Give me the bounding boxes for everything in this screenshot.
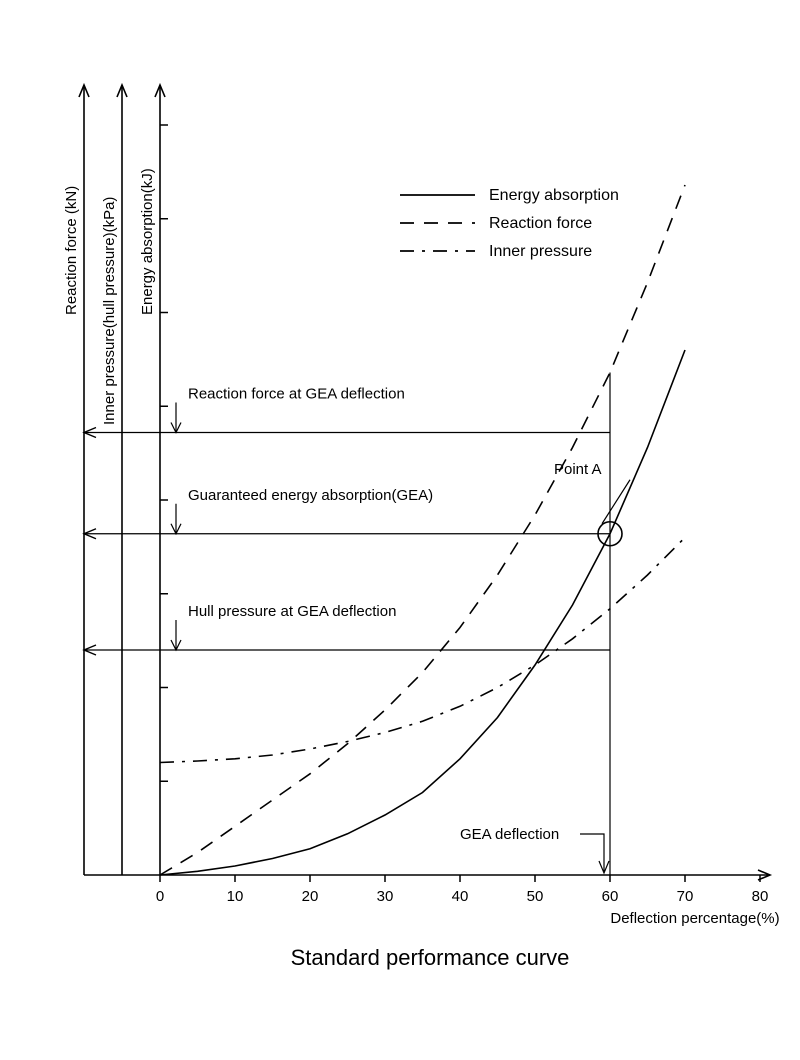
y-axis-label: Energy absorption(kJ) (139, 168, 156, 315)
series-reaction_force (160, 185, 685, 875)
x-tick-label: 10 (227, 888, 244, 905)
annotation-label: Reaction force at GEA deflection (188, 386, 405, 403)
legend-label: Energy absorption (489, 187, 619, 204)
y-axis-label: Reaction force (kN) (63, 186, 80, 315)
performance-chart: Reaction force (kN) Inner pressure(hull p… (0, 0, 800, 1060)
x-tick-label: 20 (302, 888, 319, 905)
legend-label: Reaction force (489, 215, 592, 232)
x-tick-label: 50 (527, 888, 544, 905)
x-tick-label: 40 (452, 888, 469, 905)
x-tick-label: 30 (377, 888, 394, 905)
x-tick-label: 80 (752, 888, 769, 905)
x-tick-label: 60 (602, 888, 619, 905)
annotation-label: Hull pressure at GEA deflection (188, 603, 396, 620)
annotation-label: Guaranteed energy absorption(GEA) (188, 487, 433, 504)
x-tick-label: 0 (156, 888, 164, 905)
x-tick-label: 70 (677, 888, 694, 905)
legend-label: Inner pressure (489, 243, 592, 260)
point-a-label: Point A (554, 461, 602, 478)
page-container: { "chart": { "type": "line", "title": "S… (0, 0, 800, 1060)
x-axis-label: Deflection percentage(%) (610, 910, 779, 927)
chart-title: Standard performance curve (291, 945, 570, 970)
gea-deflection-label: GEA deflection (460, 826, 559, 843)
y-axis-label: Inner pressure(hull pressure)(kPa) (101, 197, 118, 425)
